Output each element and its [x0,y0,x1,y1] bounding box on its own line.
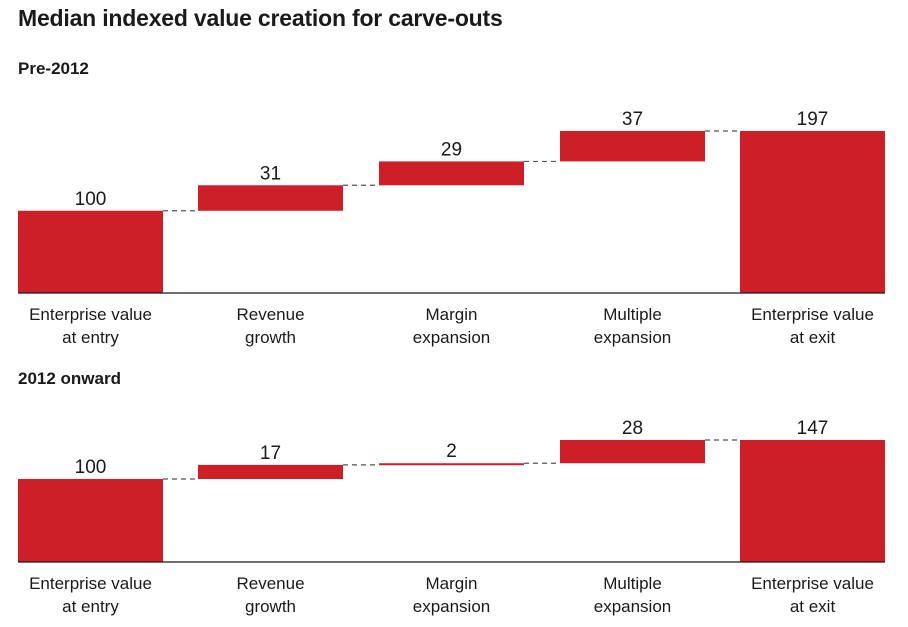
value-label: 17 [260,443,281,464]
category-label: Multiple expansion [594,305,672,347]
category-label: Revenue growth [236,305,304,347]
bar-2012-onward-4 [740,440,885,562]
bar-2012-onward-3 [560,440,705,464]
category-label: Revenue growth [236,574,304,616]
waterfall-chart-pre-2012: 100 Enterprise value at entry 31 Revenue grow… [18,109,885,347]
value-label: 29 [441,139,462,160]
bar-pre-2012-2 [379,161,524,186]
bar-2012-onward-0 [18,479,163,562]
panel-title-2012-onward: 2012 onward [18,369,121,388]
category-label: Multiple expansion [594,574,672,616]
bar-pre-2012-1 [198,185,343,211]
chart-title: Median indexed value creation for carve-… [18,5,503,31]
value-label: 31 [260,163,281,184]
value-label: 100 [75,189,107,210]
category-label: Enterprise value at entry [29,574,152,616]
bar-2012-onward-1 [198,464,343,480]
bar-pre-2012-4 [740,131,885,293]
value-label: 147 [797,418,829,439]
panel-title-pre-2012: Pre-2012 [18,59,89,78]
category-label: Enterprise value at entry [29,305,152,347]
value-label: 100 [75,457,107,478]
value-label: 28 [622,418,643,439]
category-label: Enterprise value at exit [751,574,874,616]
category-label: Margin expansion [413,574,491,616]
bar-2012-onward-2 [379,463,524,466]
category-label: Enterprise value at exit [751,305,874,347]
value-label: 37 [622,109,643,130]
category-label: Margin expansion [413,305,491,347]
bar-pre-2012-0 [18,210,163,293]
bar-pre-2012-3 [560,131,705,162]
waterfall-chart-2012-onward: 100 Enterprise value at entry 17 Revenue grow… [18,418,885,616]
value-label: 2 [446,441,457,462]
value-label: 197 [797,109,829,130]
